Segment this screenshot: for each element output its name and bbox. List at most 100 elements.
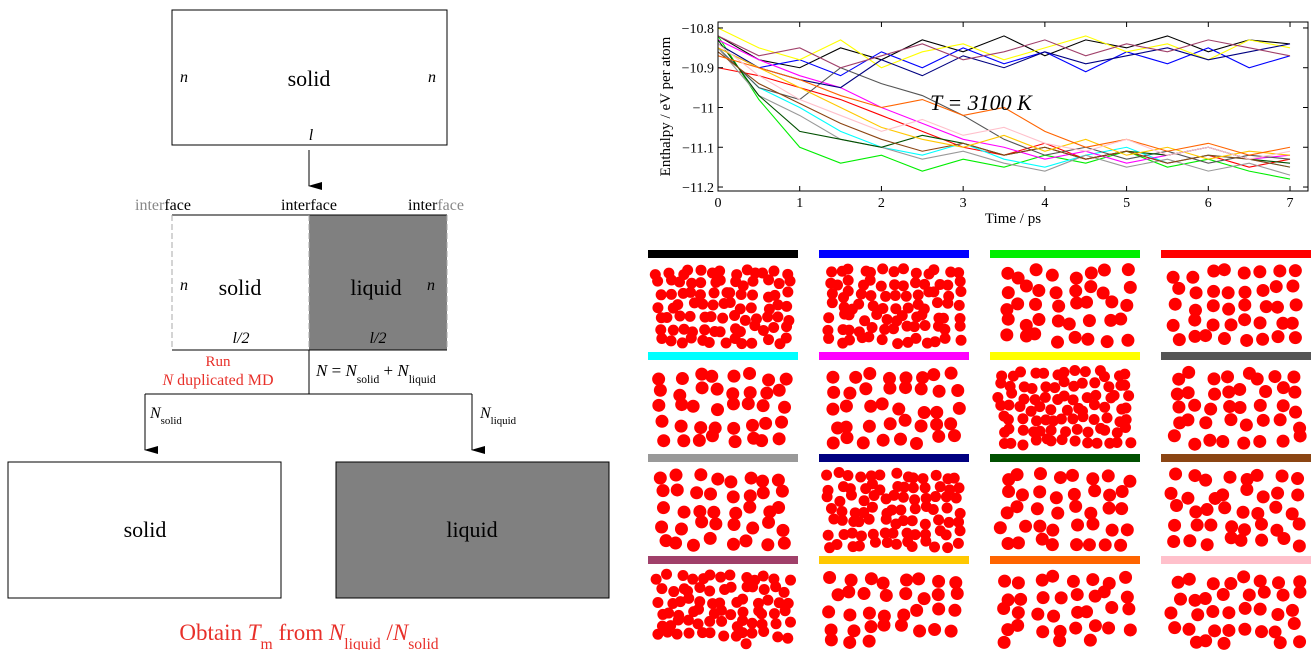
atom [1257,585,1271,599]
text-part: face [164,197,191,214]
subscript: liquid [344,636,381,650]
atom [1120,402,1132,414]
atom [1199,329,1213,343]
atom [910,603,924,617]
atom [877,302,889,314]
atom [655,414,669,428]
atom [1079,366,1091,378]
atom [1253,602,1267,616]
snapshot-bar [648,454,798,462]
atom [1269,280,1283,294]
atom [1076,377,1088,389]
atom [1237,266,1251,280]
atom [1120,298,1134,312]
atom [685,332,697,344]
atom [704,585,716,597]
atom [1069,499,1083,513]
atom [875,280,887,292]
atom [1168,621,1182,635]
atom [1234,533,1248,547]
atom [652,372,666,386]
atom [1066,574,1080,588]
atom [842,274,854,286]
atom [894,432,908,446]
series-line [718,35,1291,69]
atom [1083,633,1097,647]
atom [737,614,749,626]
atom [1254,517,1268,531]
atom [1123,390,1135,402]
atom [657,434,671,448]
atom [661,312,673,324]
atom [930,417,944,431]
atom [693,504,707,518]
atom [661,568,673,580]
atom [1114,312,1128,326]
atom [1105,601,1119,615]
atom [933,514,945,526]
atom [953,267,965,279]
atom [1287,370,1301,384]
atom [1276,399,1290,413]
atom [1053,634,1067,648]
atom [1293,635,1307,649]
atom [1174,592,1188,606]
atom [760,386,774,400]
atom [1001,312,1015,326]
atom [1188,329,1202,343]
atom [726,397,740,411]
x-tick-label: 6 [1205,196,1212,211]
atom [675,372,689,386]
atom [881,537,893,549]
atom [940,491,952,503]
atom [1200,503,1214,517]
atom [1224,318,1238,332]
y-tick-label: −11.1 [682,141,714,156]
atom [864,266,876,278]
atom [863,331,875,343]
math: N [479,405,492,422]
atom [1001,286,1015,300]
atom [687,573,699,585]
atom [892,402,906,416]
atom [665,288,677,300]
atom [862,419,876,433]
atom [942,542,954,554]
atom [886,504,898,516]
atom [1291,472,1305,486]
atom [743,500,757,514]
atom [1045,435,1057,447]
atom [711,472,725,486]
atom [864,274,876,286]
atom [1292,517,1306,531]
liquid-box [335,461,610,599]
atom [917,473,929,485]
atom [1250,372,1264,386]
atom [1011,606,1025,620]
atom [849,507,861,519]
atom [847,624,861,638]
label: interface [135,197,191,214]
atom [929,336,941,348]
atom [1217,332,1231,346]
text-part: inter [135,197,165,214]
atom [695,264,707,276]
atom [772,383,786,397]
atom [1254,625,1268,639]
atom [909,437,923,451]
atom [1010,468,1024,482]
atom [724,475,738,489]
subscript: liquid [409,373,436,386]
atom [1058,366,1070,378]
atom [944,417,958,431]
atom [1256,490,1270,504]
series-line [718,47,1291,176]
atom [909,503,921,515]
top-box [171,9,448,146]
atom [954,507,966,519]
x-tick-label: 4 [1041,196,1048,211]
label: n [180,69,188,86]
label: l/2 [233,330,250,347]
atom [1119,368,1131,380]
atom [1033,519,1047,533]
